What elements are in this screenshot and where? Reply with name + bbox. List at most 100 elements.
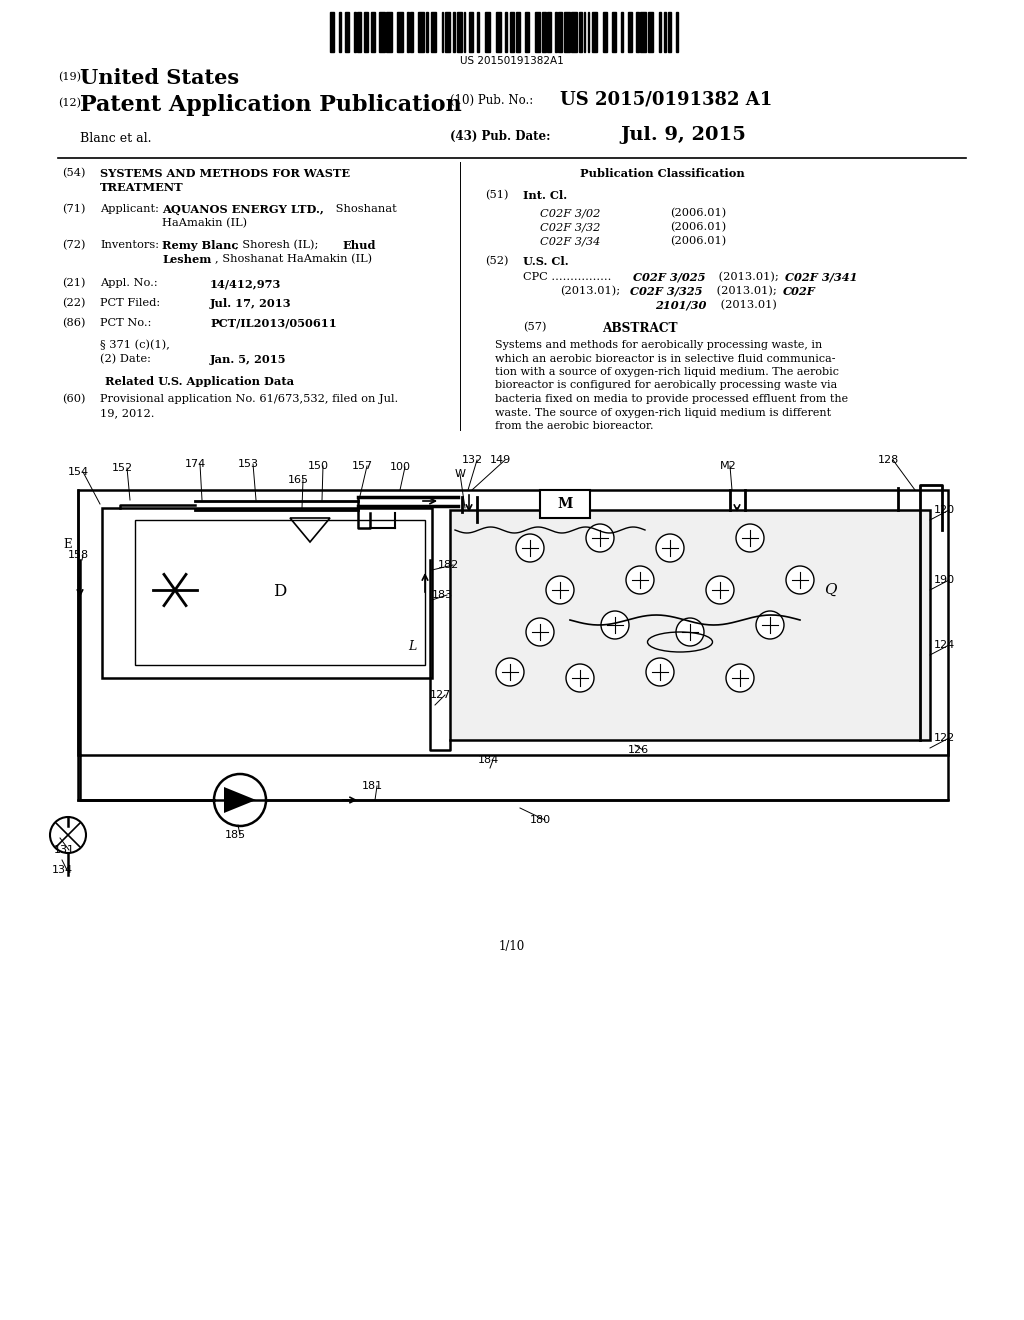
- Bar: [418, 12, 424, 51]
- Bar: [592, 12, 597, 51]
- Text: Remy Blanc: Remy Blanc: [162, 240, 239, 251]
- Text: (12): (12): [58, 98, 81, 108]
- Text: D: D: [273, 583, 287, 601]
- Text: (60): (60): [62, 393, 85, 404]
- Text: 149: 149: [490, 455, 511, 465]
- Text: (52): (52): [485, 256, 509, 267]
- Text: L: L: [408, 640, 416, 653]
- Text: US 2015/0191382 A1: US 2015/0191382 A1: [560, 90, 772, 108]
- Circle shape: [786, 566, 814, 594]
- Text: Int. Cl.: Int. Cl.: [523, 190, 567, 201]
- Bar: [612, 12, 616, 51]
- Text: 131: 131: [54, 845, 75, 855]
- Text: (2013.01);: (2013.01);: [713, 286, 777, 296]
- Circle shape: [646, 657, 674, 686]
- Text: C02F 3/34: C02F 3/34: [540, 236, 600, 246]
- Text: Blanc et al.: Blanc et al.: [80, 132, 152, 145]
- Text: tion with a source of oxygen-rich liquid medium. The aerobic: tion with a source of oxygen-rich liquid…: [495, 367, 839, 378]
- Text: C02F 3/325: C02F 3/325: [630, 286, 702, 297]
- Text: 182: 182: [438, 560, 459, 570]
- Text: Publication Classification: Publication Classification: [580, 168, 744, 180]
- Bar: [558, 12, 562, 51]
- Bar: [364, 12, 368, 51]
- Bar: [496, 12, 501, 51]
- Text: 127: 127: [430, 690, 452, 700]
- Text: (2013.01);: (2013.01);: [560, 286, 621, 296]
- Text: Jul. 17, 2013: Jul. 17, 2013: [210, 298, 292, 309]
- Bar: [397, 12, 402, 51]
- Bar: [441, 12, 443, 51]
- Bar: [588, 12, 590, 51]
- Text: (2013.01);: (2013.01);: [715, 272, 778, 282]
- Bar: [510, 12, 514, 51]
- Bar: [386, 12, 392, 51]
- Text: HaAmakin (IL): HaAmakin (IL): [162, 218, 247, 228]
- Polygon shape: [224, 787, 256, 813]
- Circle shape: [546, 576, 574, 605]
- Text: 181: 181: [362, 781, 383, 791]
- Text: C02F 3/025: C02F 3/025: [633, 272, 706, 282]
- Text: (71): (71): [62, 205, 85, 214]
- Circle shape: [656, 535, 684, 562]
- Bar: [622, 12, 623, 51]
- Circle shape: [726, 664, 754, 692]
- Text: PCT No.:: PCT No.:: [100, 318, 152, 327]
- Bar: [135, 520, 425, 665]
- Text: 124: 124: [934, 640, 955, 649]
- Text: 154: 154: [68, 467, 89, 477]
- Text: 128: 128: [878, 455, 899, 465]
- Text: TREATMENT: TREATMENT: [100, 182, 183, 193]
- Circle shape: [586, 524, 614, 552]
- Text: U.S. Cl.: U.S. Cl.: [523, 256, 568, 267]
- Text: 126: 126: [628, 744, 649, 755]
- Text: 150: 150: [308, 461, 329, 471]
- Text: C02F 3/32: C02F 3/32: [540, 222, 600, 232]
- Bar: [571, 12, 577, 51]
- Text: which an aerobic bioreactor is in selective fluid communica-: which an aerobic bioreactor is in select…: [495, 354, 836, 363]
- Text: 157: 157: [352, 461, 373, 471]
- Bar: [357, 12, 361, 51]
- Bar: [535, 12, 540, 51]
- Text: , Shoshanat HaAmakin (IL): , Shoshanat HaAmakin (IL): [215, 253, 372, 264]
- Text: , Shoresh (IL);: , Shoresh (IL);: [234, 240, 318, 251]
- Text: 185: 185: [225, 830, 246, 840]
- Bar: [444, 12, 451, 51]
- Bar: [457, 12, 462, 51]
- Bar: [505, 12, 507, 51]
- Text: AQUANOS ENERGY LTD.,: AQUANOS ENERGY LTD.,: [162, 205, 324, 215]
- Bar: [407, 12, 409, 51]
- Bar: [477, 12, 479, 51]
- Bar: [636, 12, 639, 51]
- Text: bacteria fixed on media to provide processed effluent from the: bacteria fixed on media to provide proce…: [495, 393, 848, 404]
- Text: waste. The source of oxygen-rich liquid medium is different: waste. The source of oxygen-rich liquid …: [495, 408, 831, 417]
- Text: 152: 152: [112, 463, 133, 473]
- Text: 100: 100: [390, 462, 411, 473]
- Text: Appl. No.:: Appl. No.:: [100, 279, 158, 288]
- Text: 190: 190: [934, 576, 955, 585]
- Text: (2006.01): (2006.01): [670, 209, 726, 218]
- Bar: [354, 12, 355, 51]
- Text: SYSTEMS AND METHODS FOR WASTE: SYSTEMS AND METHODS FOR WASTE: [100, 168, 350, 180]
- Text: 153: 153: [238, 459, 259, 469]
- Bar: [330, 12, 334, 51]
- Text: Related U.S. Application Data: Related U.S. Application Data: [105, 376, 295, 387]
- Text: § 371 (c)(1),: § 371 (c)(1),: [100, 341, 170, 350]
- Text: (57): (57): [523, 322, 547, 333]
- Bar: [450, 510, 930, 741]
- Bar: [540, 490, 590, 517]
- Text: (2) Date:: (2) Date:: [100, 354, 151, 364]
- Text: (10) Pub. No.:: (10) Pub. No.:: [450, 94, 534, 107]
- Text: CPC ................: CPC ................: [523, 272, 611, 282]
- Text: Applicant:: Applicant:: [100, 205, 159, 214]
- Circle shape: [496, 657, 524, 686]
- Bar: [431, 12, 436, 51]
- Text: Provisional application No. 61/673,532, filed on Jul.: Provisional application No. 61/673,532, …: [100, 393, 398, 404]
- Text: M: M: [557, 498, 572, 511]
- Text: Jul. 9, 2015: Jul. 9, 2015: [620, 125, 745, 144]
- Bar: [525, 12, 529, 51]
- Circle shape: [676, 618, 705, 645]
- Bar: [469, 12, 473, 51]
- Bar: [584, 12, 586, 51]
- Text: Inventors:: Inventors:: [100, 240, 159, 249]
- Text: M2: M2: [720, 461, 736, 471]
